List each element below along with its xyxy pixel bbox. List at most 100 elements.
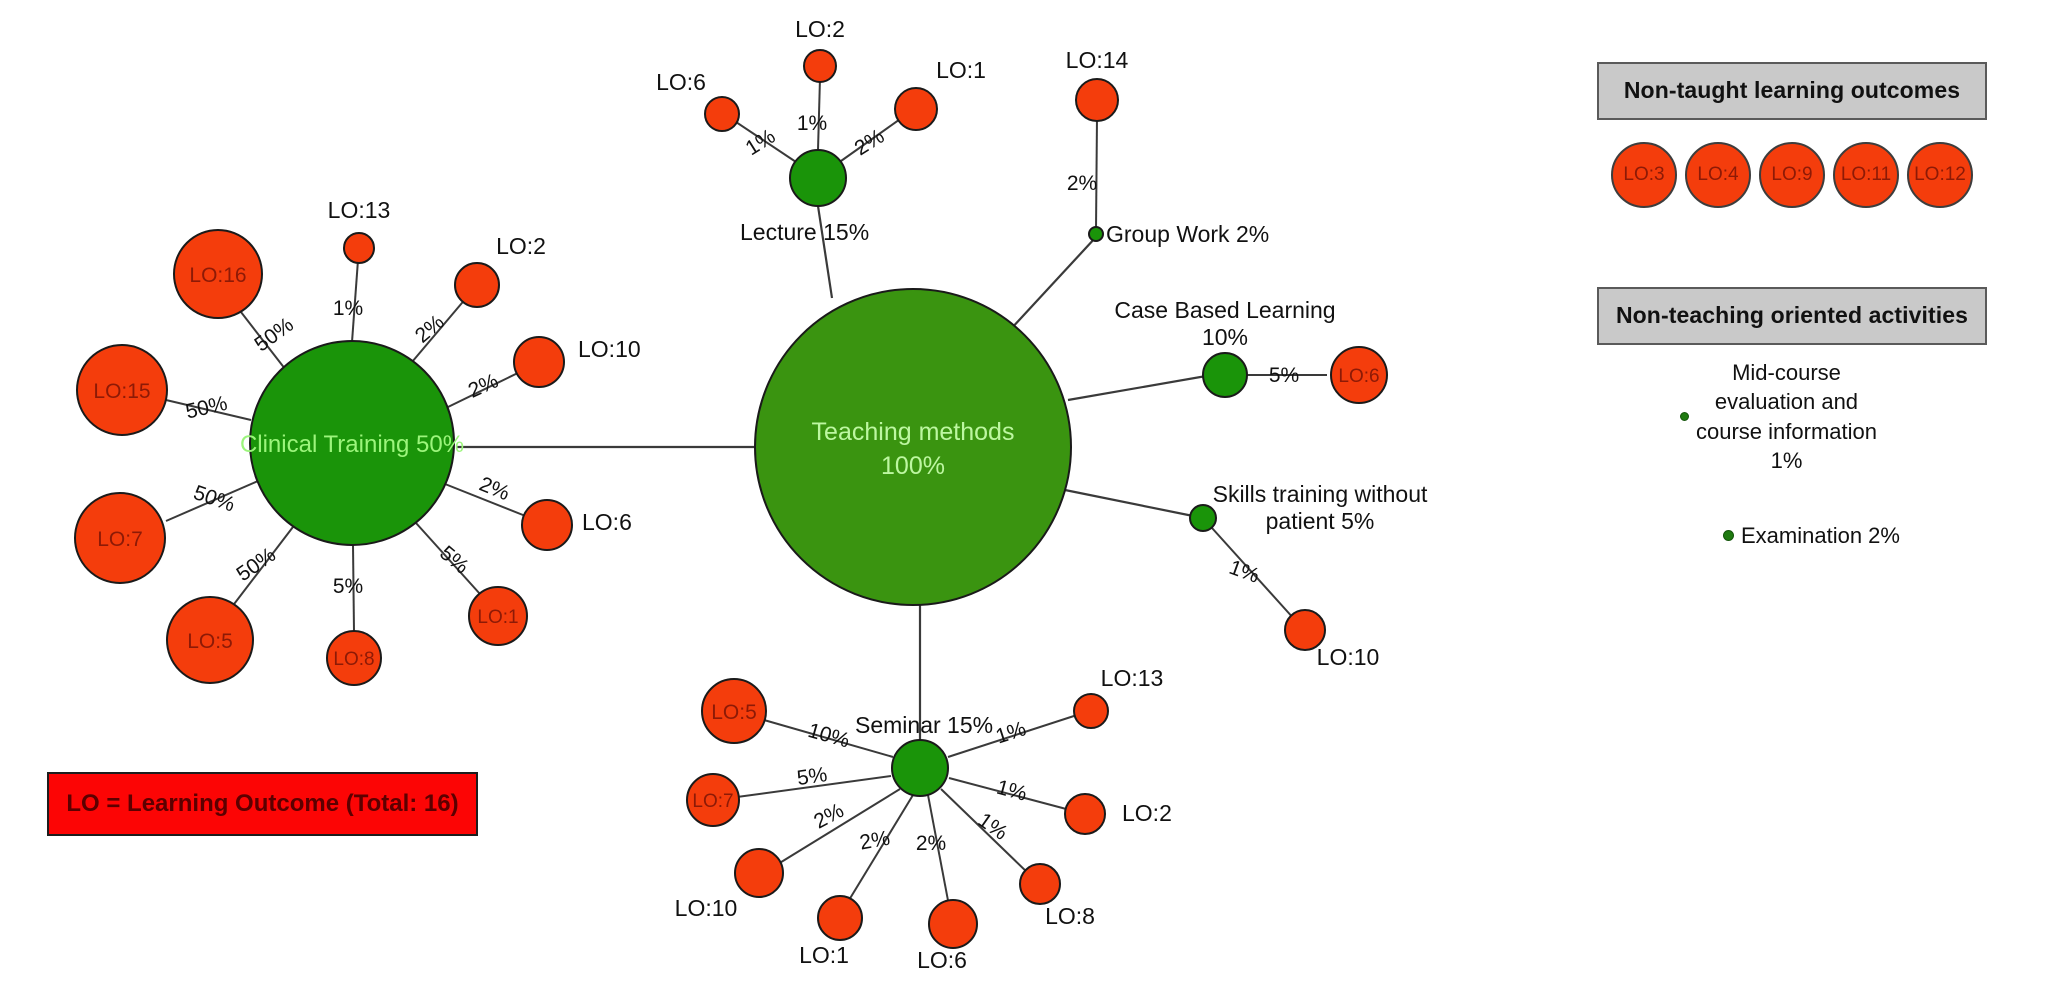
leaf-ct-lo2[interactable]: LO:2 [454,233,546,308]
leaf-sem-lo10[interactable]: LO:10 [675,848,784,921]
node-clinical-training[interactable]: Clinical Training 50% [240,340,464,546]
edge-st-lo10 [1211,527,1296,621]
edge-lec-lo6 [732,119,797,163]
edge-root-skills-training [1064,488,1204,520]
node-group-work[interactable]: Group Work 2% [1088,221,1269,247]
skills-training-label-line1: Skills training without [1213,481,1428,507]
leaf-ct-lo10[interactable]: LO:10 [513,336,641,388]
edge-ct-lo13 [351,259,359,343]
activity-line-2: evaluation and [1714,389,1859,415]
leaf-label: LO:6 [656,69,706,95]
leaf-sem-lo6[interactable]: LO:6 [917,899,978,973]
non-taught-lo-chip[interactable]: LO:9 [1759,142,1825,208]
edge-weight-ct-lo16: 50% [250,313,298,356]
leaf-sem-lo8[interactable]: LO:8 [1019,863,1095,929]
bullet-dot-icon [1723,530,1734,542]
node-teaching-methods[interactable]: Teaching methods 100% [754,288,1072,606]
edge-weight-lec-lo1: 2% [851,125,889,161]
leaf-label: LO:2 [496,233,546,259]
edge-weight-ct-lo15: 50% [183,392,229,424]
edge-ct-lo2 [411,296,468,363]
leaf-st-lo10[interactable]: LO:10 [1284,609,1380,670]
leaf-label: LO:6 [917,947,967,973]
leaf-ct-lo1[interactable]: LO:1 [468,586,528,646]
activity-line-4: 1% [1770,447,1803,473]
leaf-label: LO:7 [692,791,733,812]
non-taught-lo-chip[interactable]: LO:11 [1833,142,1899,208]
edge-weight-ct-lo2: 2% [411,310,449,347]
activity-mid-course-text: Mid-course evaluation and course informa… [1696,358,1877,475]
activity-examination-text: Examination 2% [1741,523,1900,548]
leaf-label: LO:16 [189,264,246,287]
non-taught-lo-chip[interactable]: LO:3 [1611,142,1677,208]
node-skills-training[interactable]: Skills training without patient 5% [1189,481,1428,534]
non-taught-lo-list: LO:3 LO:4 LO:9 LO:11 LO:12 [1597,142,1987,208]
activity-line-3: course information [1696,418,1877,444]
skills-training-label-line2: patient 5% [1266,508,1375,534]
edge-sem-lo1 [845,794,914,906]
leaf-ct-lo5[interactable]: LO:5 [166,596,254,684]
non-taught-lo-chip[interactable]: LO:4 [1685,142,1751,208]
panel-non-taught-learning-outcomes: Non-taught learning outcomes LO:3 LO:4 L… [1597,62,1987,208]
lecture-label: Lecture 15% [740,219,869,245]
leaf-label: LO:1 [799,942,849,968]
leaf-sem-lo1[interactable]: LO:1 [799,895,863,968]
clinical-training-label: Clinical Training 50% [240,431,464,458]
leaf-ct-lo6[interactable]: LO:6 [521,499,632,551]
activity-line-1: Mid-course [1732,360,1841,385]
leaf-sem-lo5[interactable]: LO:5 [701,678,767,744]
leaf-label: LO:10 [1317,644,1380,670]
teaching-methods-label-line1: Teaching methods [812,418,1015,446]
edge-gw-lo14 [1095,116,1098,231]
node-lecture[interactable]: Lecture 15% [740,149,869,245]
leaf-label: LO:2 [1122,800,1172,826]
edge-weight-ct-lo7: 50% [191,481,238,516]
edge-ct-lo10 [447,369,525,408]
panel-non-teaching-title: Non-teaching oriented activities [1597,287,1987,345]
leaf-label: LO:7 [97,528,143,551]
panel-non-taught-title: Non-taught learning outcomes [1597,62,1987,120]
node-case-based-learning[interactable]: Case Based Learning 10% [1114,297,1336,398]
edge-lec-lo1 [840,116,904,162]
leaf-label: LO:8 [333,649,374,670]
leaf-sem-lo13[interactable]: LO:13 [1073,665,1163,729]
leaf-ct-lo15[interactable]: LO:15 [76,344,168,436]
leaf-label: LO:6 [582,509,632,535]
leaf-label: LO:5 [711,701,757,724]
edge-ct-lo6 [444,483,529,518]
leaf-ct-lo16[interactable]: LO:16 [173,229,263,319]
leaf-ct-lo8[interactable]: LO:8 [326,630,382,686]
case-based-learning-label-line2: 10% [1202,324,1248,350]
non-taught-lo-chip[interactable]: LO:12 [1907,142,1973,208]
leaf-ct-lo13[interactable]: LO:13 [328,197,391,264]
case-based-learning-label-line1: Case Based Learning [1114,297,1335,323]
group-work-label: Group Work 2% [1106,221,1269,247]
edge-layer [165,77,1327,912]
edge-root-lecture [816,205,834,299]
edge-sem-lo2 [948,777,1071,811]
node-seminar[interactable]: Seminar 15% [855,712,993,797]
leaf-sem-lo2[interactable]: LO:2 [1064,793,1172,835]
leaf-gw-lo14[interactable]: LO:14 [1066,47,1129,122]
edge-weight-sem-lo10: 2% [810,799,848,834]
leaf-cbl-lo6[interactable]: LO:6 [1330,346,1388,404]
leaf-ct-lo7[interactable]: LO:7 [74,492,166,584]
leaf-lec-lo2[interactable]: LO:2 [795,16,845,83]
leaf-lec-lo6[interactable]: LO:6 [656,69,740,132]
edge-ct-lo7 [165,480,259,522]
leaf-label: LO:1 [936,57,986,83]
edge-weight-ct-lo1: 5% [435,541,473,578]
edge-weight-ct-lo5: 50% [232,543,280,586]
leaf-lec-lo1[interactable]: LO:1 [894,57,986,131]
edge-weight-sem-lo13: 1% [993,717,1029,748]
key-legend-box: LO = Learning Outcome (Total: 16) [47,772,478,836]
edge-sem-lo8 [940,788,1031,876]
activity-mid-course-evaluation[interactable]: Mid-course evaluation and course informa… [1680,358,1980,475]
activity-examination[interactable]: Examination 2% [1723,521,1900,550]
leaf-label: LO:6 [1338,366,1379,387]
edge-sem-lo5 [763,719,894,758]
leaf-sem-lo7[interactable]: LO:7 [686,773,740,827]
leaf-label: LO:10 [675,895,738,921]
